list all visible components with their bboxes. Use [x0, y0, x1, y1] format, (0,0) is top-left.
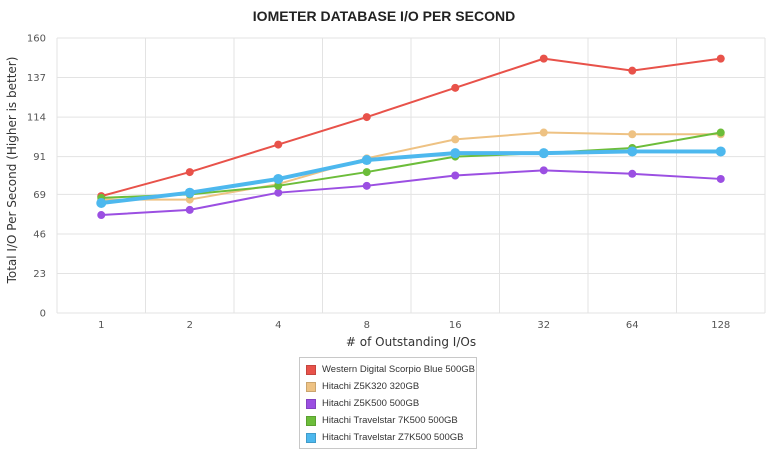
- legend: Western Digital Scorpio Blue 500GB Hitach…: [299, 357, 477, 449]
- series-line: [101, 131, 721, 201]
- x-tick-label: 128: [711, 320, 730, 331]
- data-point: [539, 166, 548, 175]
- y-tick-label: 23: [33, 269, 46, 280]
- y-tick-label: 114: [27, 113, 46, 124]
- series-layer: [96, 54, 726, 220]
- legend-label: Hitachi Travelstar Z7K500 500GB: [322, 432, 464, 443]
- data-point: [184, 187, 195, 198]
- data-point: [539, 128, 548, 137]
- legend-label: Hitachi Z5K320 320GB: [322, 381, 420, 392]
- data-point: [361, 155, 372, 166]
- data-point: [362, 113, 371, 122]
- legend-item: Hitachi Z5K320 320GB: [306, 378, 476, 395]
- x-tick-label: 4: [275, 320, 281, 331]
- series-line: [101, 169, 721, 217]
- legend-item: Hitachi Z5K500 500GB: [306, 395, 476, 412]
- y-tick-label: 69: [33, 190, 46, 201]
- data-point: [715, 146, 726, 157]
- axis-layer: 0 23 46 69 91 114 137 160 1 2 4 8 16 32 64 128: [27, 34, 730, 332]
- data-point: [716, 128, 725, 137]
- data-point: [628, 130, 637, 139]
- series-line: [100, 57, 721, 198]
- x-tick-label: 32: [537, 320, 550, 331]
- data-point: [716, 174, 725, 183]
- chart-title: IOMETER DATABASE I/O PER SECOND: [252, 8, 516, 24]
- y-tick-label: 0: [40, 309, 46, 320]
- series-line: [101, 149, 721, 205]
- data-point: [450, 148, 461, 159]
- y-tick-label: 46: [33, 229, 46, 240]
- legend-label: Hitachi Z5K500 500GB: [322, 398, 420, 409]
- data-point: [362, 168, 371, 177]
- data-point: [97, 211, 106, 220]
- legend-label: Hitachi Travelstar 7K500 500GB: [322, 415, 458, 426]
- data-point: [185, 168, 194, 177]
- data-point: [628, 66, 637, 75]
- data-point: [451, 135, 460, 144]
- data-point: [628, 169, 637, 178]
- x-tick-label: 1: [98, 320, 104, 331]
- x-tick-label: 8: [364, 320, 370, 331]
- data-point: [185, 205, 194, 214]
- y-tick-label: 160: [27, 34, 46, 45]
- data-point: [362, 181, 371, 190]
- data-point: [451, 83, 460, 92]
- data-point: [539, 54, 548, 63]
- y-tick-label: 91: [33, 152, 46, 163]
- legend-swatch: [306, 432, 316, 443]
- series-line: [101, 131, 721, 199]
- data-point: [274, 140, 283, 149]
- x-tick-label: 2: [187, 320, 193, 331]
- legend-swatch: [306, 381, 316, 392]
- legend-item: Western Digital Scorpio Blue 500GB: [306, 361, 476, 378]
- data-point: [716, 54, 725, 63]
- legend-item: Hitachi Travelstar 7K500 500GB: [306, 412, 476, 429]
- legend-swatch: [306, 364, 316, 375]
- x-tick-label: 16: [449, 320, 462, 331]
- legend-swatch: [306, 398, 316, 409]
- y-tick-label: 137: [27, 73, 46, 84]
- series-4: [96, 146, 726, 208]
- data-point: [451, 171, 460, 180]
- data-point: [96, 198, 107, 208]
- legend-item: Hitachi Travelstar Z7K500 500GB: [306, 429, 476, 446]
- legend-label: Western Digital Scorpio Blue 500GB: [322, 364, 475, 375]
- data-point: [627, 146, 638, 157]
- y-axis-title: Total I/O Per Second (Higher is better): [5, 57, 19, 285]
- data-point: [538, 148, 549, 159]
- series-2: [97, 166, 725, 220]
- data-point: [274, 181, 283, 190]
- legend-swatch: [306, 415, 316, 426]
- data-point: [273, 173, 284, 184]
- data-point: [274, 188, 283, 197]
- x-tick-label: 64: [626, 320, 639, 331]
- x-axis-title: # of Outstanding I/Os: [346, 335, 476, 349]
- grid-layer: [56, 37, 766, 314]
